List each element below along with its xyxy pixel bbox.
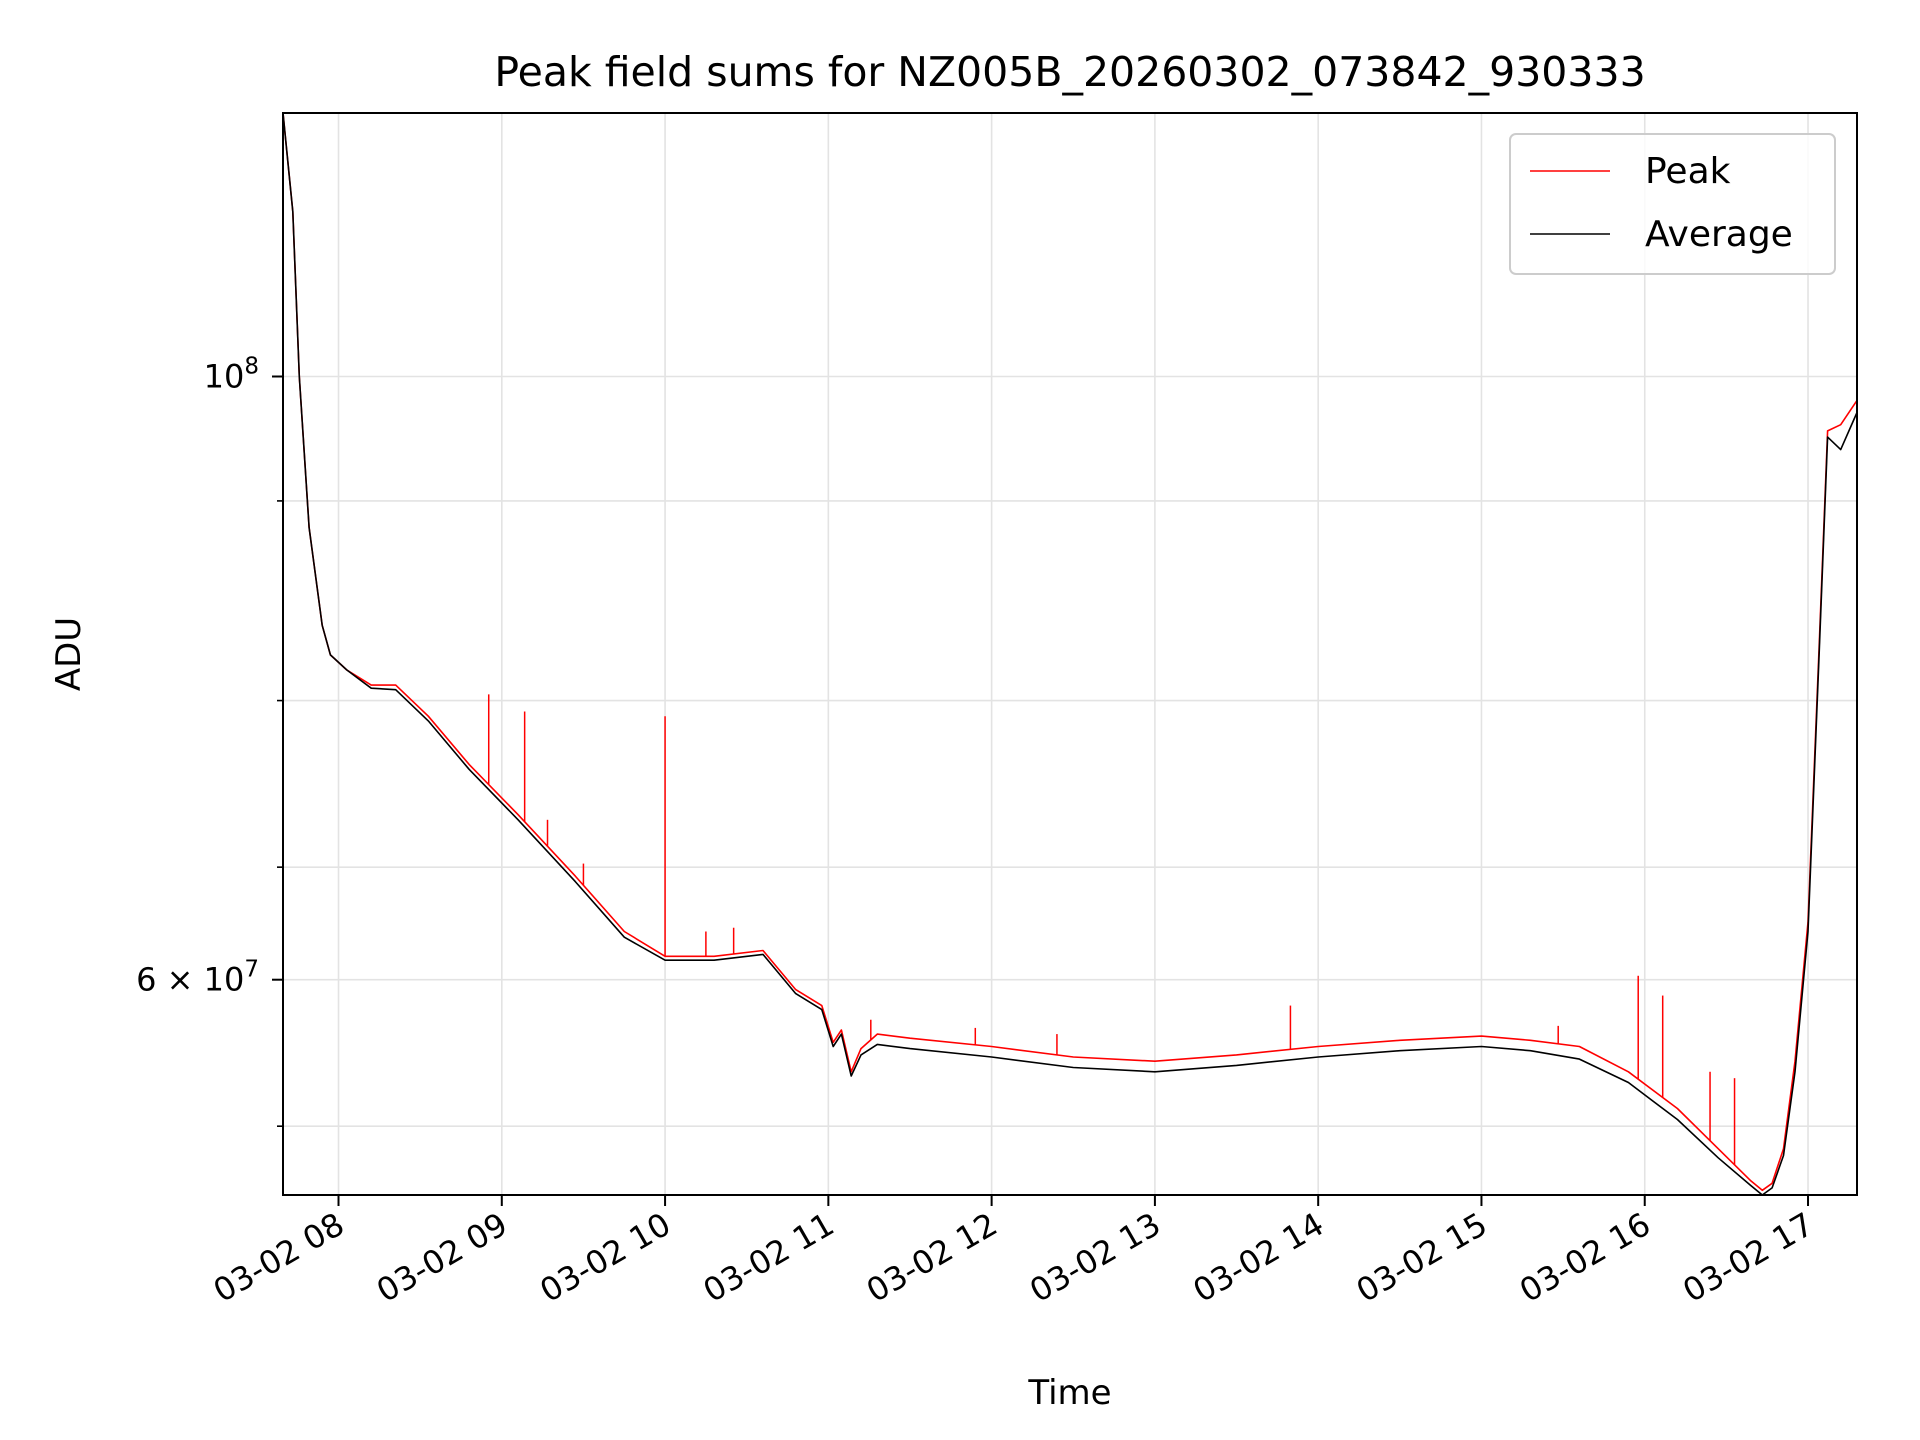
series-line-average: [282, 112, 1858, 1196]
x-axis-label: Time: [1027, 1373, 1111, 1413]
legend: Peak Average: [1509, 133, 1836, 275]
y-tick-label-exponent: 8: [244, 353, 259, 379]
grid: [283, 113, 1857, 1195]
y-axis-label: ADU: [49, 617, 89, 691]
y-tick-label: 108: [204, 353, 259, 395]
y-tick-label-exponent: 7: [244, 957, 259, 983]
chart-title: Peak field sums for NZ005B_20260302_0738…: [494, 48, 1645, 96]
y-axis: 108 6 × 107: [136, 353, 283, 1127]
series-line-peak: [282, 112, 1858, 1192]
series-layer: [282, 112, 1858, 1196]
plot-frame: [282, 112, 1858, 1196]
y-tick-label-base: 6 × 10: [136, 961, 244, 999]
legend-box: [1509, 133, 1836, 275]
legend-label-average: Average: [1645, 214, 1793, 255]
y-tick-label-base: 10: [204, 357, 245, 395]
y-tick-label: 6 × 107: [136, 957, 259, 999]
legend-label-peak: Peak: [1645, 151, 1731, 192]
